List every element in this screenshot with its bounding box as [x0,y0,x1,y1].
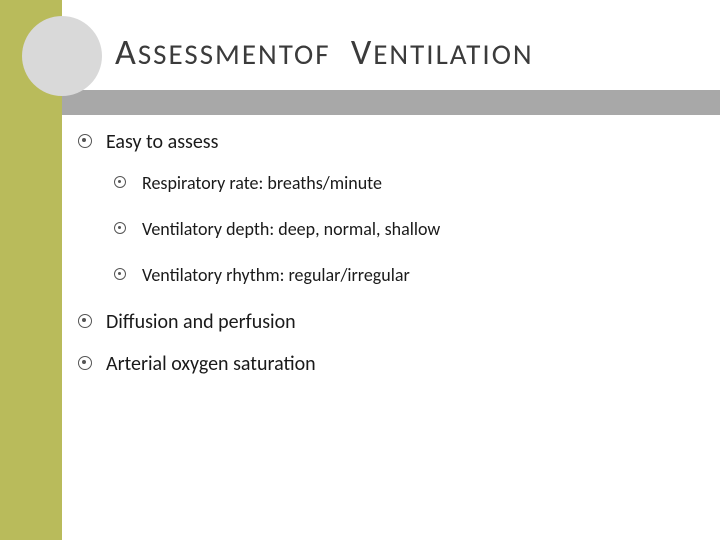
title-rest-2: ENTILATION [373,36,533,72]
bullet-icon [78,356,92,370]
gray-accent-bar [0,90,720,115]
title-cap-1: A [115,30,138,74]
bullet-l2: Ventilatory rhythm: regular/irregular [114,264,698,286]
slide: ASSESSMENTOF VENTILATION Easy to assess … [0,0,720,540]
bullet-l2: Respiratory rate: breaths/minute [114,172,698,194]
bullet-text: Respiratory rate: breaths/minute [142,172,382,194]
bullet-icon [114,176,126,188]
bullet-text: Arterial oxygen saturation [106,352,316,376]
decorative-circle [22,16,102,96]
title-cap-2: V [351,30,373,74]
title-rest-1: SSESSMENTOF [138,36,331,72]
bullet-icon [114,222,126,234]
bullet-icon [78,134,92,148]
bullet-l1: Arterial oxygen saturation [78,352,698,376]
bullet-l1: Easy to assess [78,130,698,154]
bullet-text: Diffusion and perfusion [106,310,296,334]
bullet-icon [114,268,126,280]
bullet-text: Ventilatory rhythm: regular/irregular [142,264,410,286]
bullet-text: Easy to assess [106,130,218,154]
bullet-group-0: Easy to assess Respiratory rate: breaths… [78,130,698,286]
slide-title: ASSESSMENTOF VENTILATION [115,30,534,74]
bullet-l1: Diffusion and perfusion [78,310,698,334]
bullet-icon [78,314,92,328]
content-area: Easy to assess Respiratory rate: breaths… [78,130,698,394]
bullet-l2: Ventilatory depth: deep, normal, shallow [114,218,698,240]
bullet-text: Ventilatory depth: deep, normal, shallow [142,218,440,240]
